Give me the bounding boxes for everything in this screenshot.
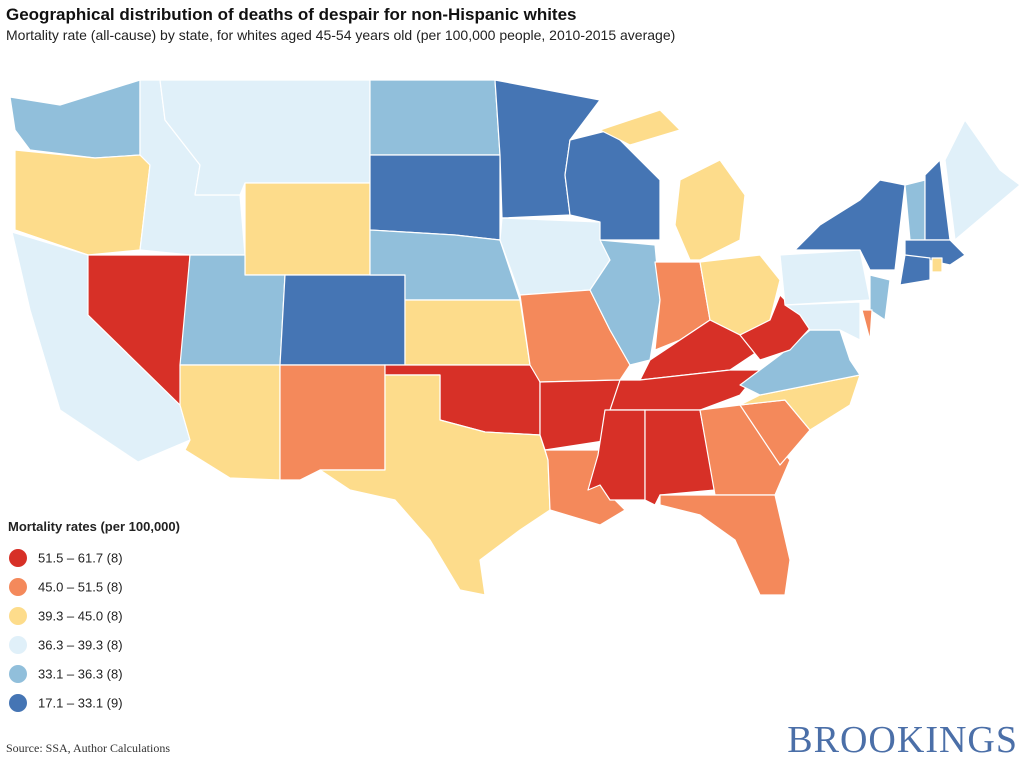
- state: [179, 364, 281, 481]
- state: [499, 217, 611, 296]
- state: [869, 274, 891, 321]
- legend-label: 33.1 – 36.3 (8): [38, 666, 123, 681]
- state: [904, 239, 966, 266]
- state: [674, 159, 746, 261]
- state: [279, 274, 406, 366]
- legend-swatch: [9, 636, 27, 654]
- legend-label: 36.3 – 39.3 (8): [38, 637, 123, 652]
- state: [931, 257, 943, 273]
- state: [404, 299, 531, 366]
- state: [699, 404, 791, 496]
- legend: 51.5 – 61.7 (8) 45.0 – 51.5 (8) 39.3 – 45.…: [9, 549, 123, 712]
- source: Source: SSA, Author Calculations: [6, 741, 170, 755]
- state: [9, 79, 141, 159]
- state: [244, 182, 371, 276]
- legend-label: 45.0 – 51.5 (8): [38, 579, 123, 594]
- state: [944, 119, 1021, 241]
- legend-title: Mortality rates (per 100,000): [8, 519, 180, 534]
- state: [779, 249, 871, 306]
- state: [609, 369, 761, 411]
- state: [279, 364, 386, 481]
- state: [369, 79, 501, 156]
- state: [599, 109, 681, 146]
- brand-logo: BROOKINGS: [787, 719, 1018, 761]
- legend-label: 17.1 – 33.1 (9): [38, 695, 123, 710]
- legend-swatch: [9, 549, 27, 567]
- state: [539, 379, 621, 451]
- state: [659, 494, 791, 596]
- legend-swatch: [9, 578, 27, 596]
- state: [861, 309, 873, 341]
- legend-swatch: [9, 665, 27, 683]
- state: [899, 254, 931, 286]
- title: Geographical distribution of deaths of d…: [6, 5, 577, 24]
- state: [784, 301, 861, 341]
- subtitle: Mortality rate (all-cause) by state, for…: [6, 27, 675, 43]
- legend-swatch: [9, 694, 27, 712]
- state: [369, 154, 501, 241]
- legend-swatch: [9, 607, 27, 625]
- state: [319, 374, 551, 596]
- legend-label: 39.3 – 45.0 (8): [38, 608, 123, 623]
- state: [904, 179, 926, 241]
- legend-label: 51.5 – 61.7 (8): [38, 550, 123, 565]
- map: [9, 79, 1021, 596]
